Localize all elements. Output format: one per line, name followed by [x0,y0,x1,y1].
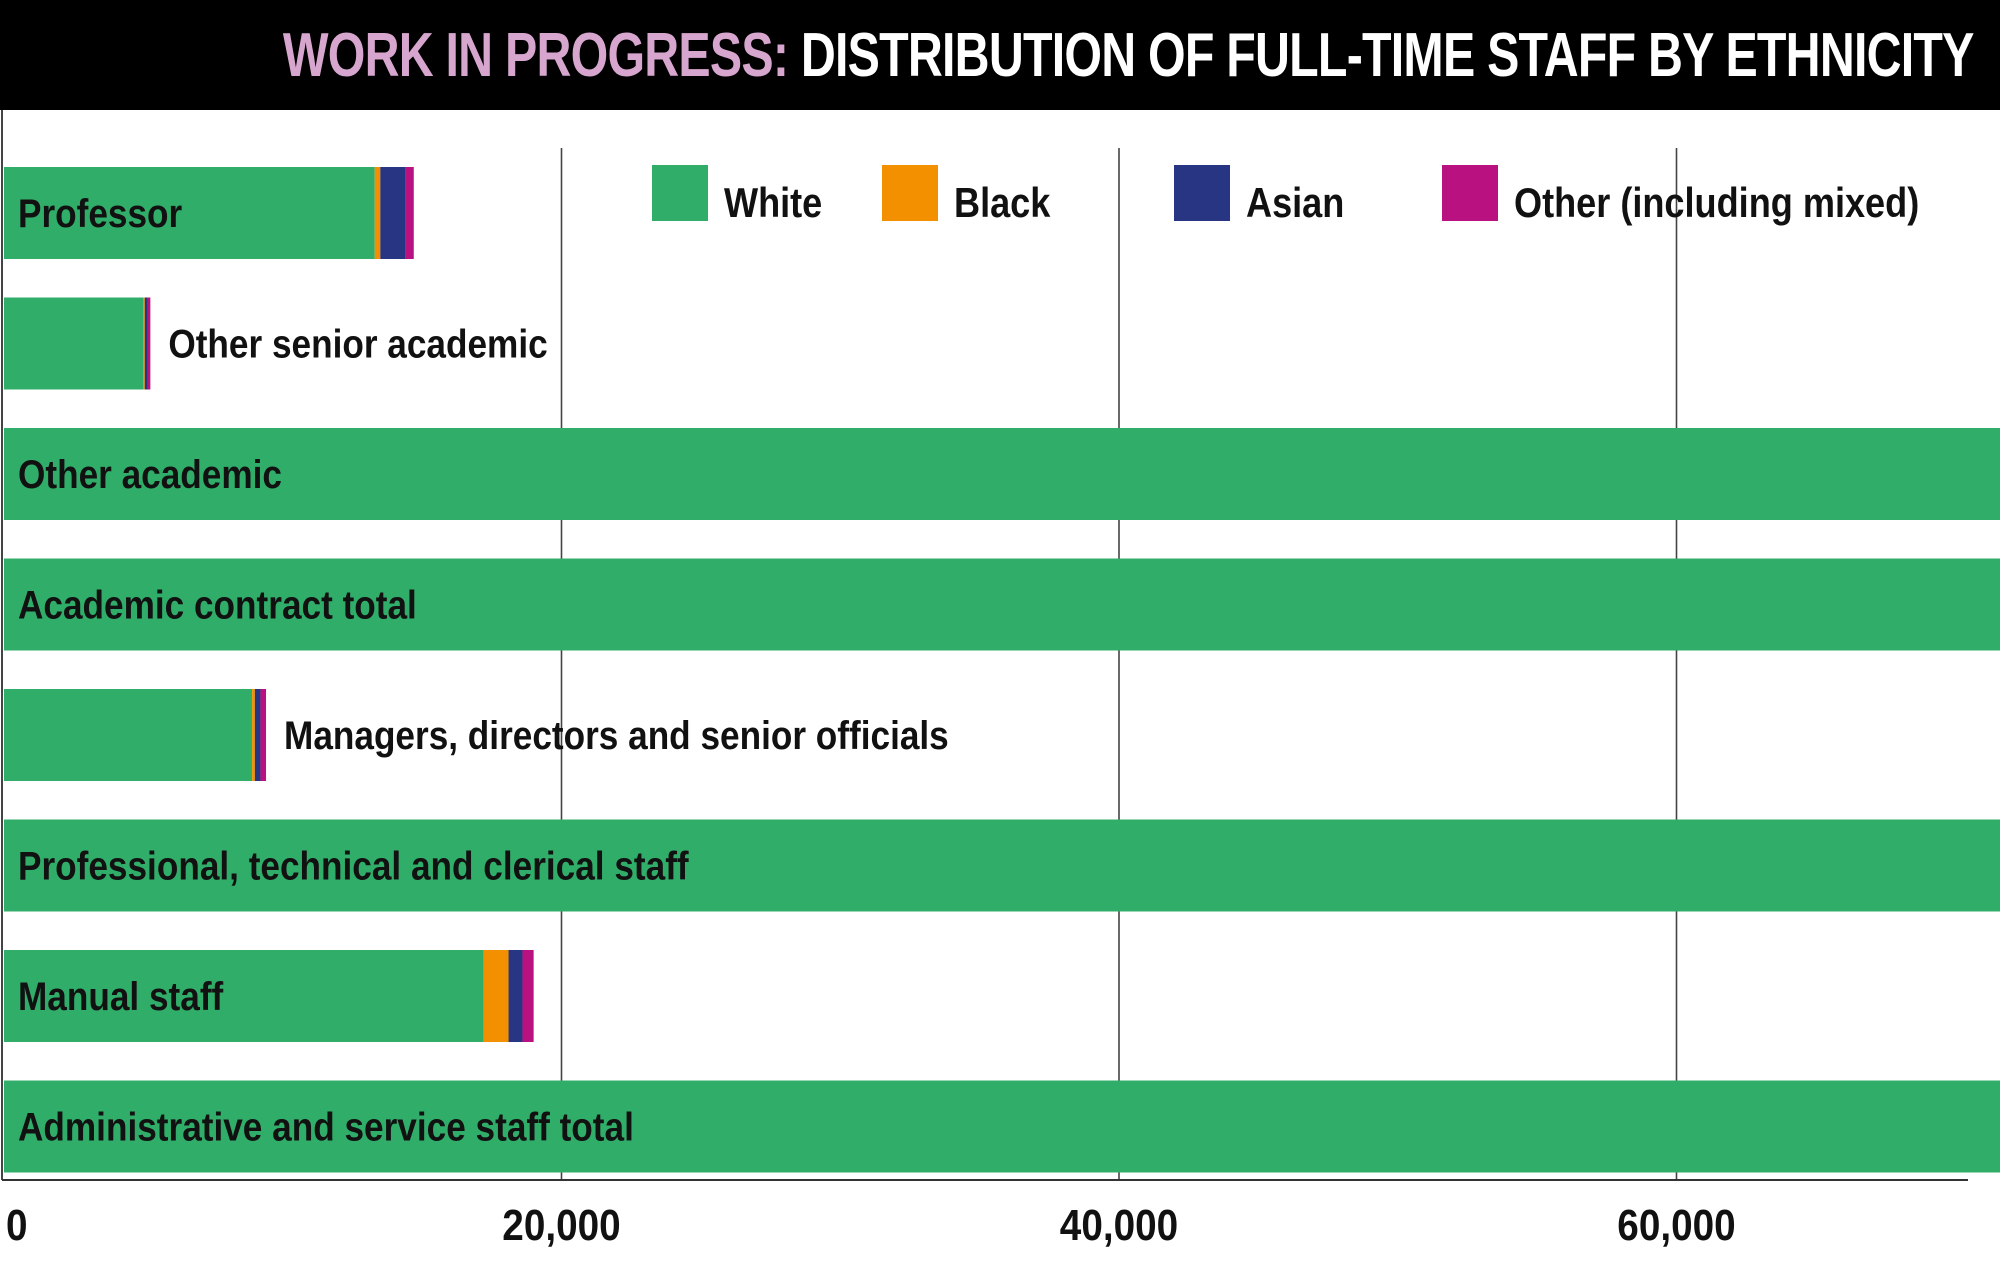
title-banner: WORK IN PROGRESS: DISTRIBUTION OF FULL-T… [0,0,2000,110]
legend-label: Asian [1246,181,1344,227]
x-tick-label: 20,000 [502,1200,620,1250]
x-tick-label: 0 [6,1200,28,1250]
bar-segment-black [483,950,509,1042]
bar-segment-white [4,950,484,1042]
bar-segment-other [260,689,267,781]
x-tick-label: 40,000 [1060,1200,1178,1250]
category-label: Administrative and service staff total [18,1104,634,1149]
x-tick-label: 60,000 [1617,1200,1735,1250]
bar-segment-other [147,297,151,390]
bar-segment-white [4,558,2000,651]
bar-segment-black [252,689,255,781]
category-label: Academic contract total [18,582,417,627]
bar-segment-asian [380,167,406,259]
legend-label: Other (including mixed) [1514,181,1919,227]
legend-swatch [1442,165,1498,221]
category-label: Professor [18,191,183,236]
category-label: Other senior academic [168,321,547,366]
category-label: Manual staff [18,974,224,1019]
bar-segment-black [374,167,381,259]
bar-segment-white [4,428,2000,520]
bar-segment-black [143,297,145,390]
legend-swatch [652,165,708,221]
bar-segment-white [4,1080,2000,1173]
bar-segment-asian [144,297,148,390]
legend-label: Black [954,181,1051,227]
category-label: Other academic [18,452,282,497]
legend-swatch [882,165,938,221]
legend-swatch [1174,165,1230,221]
bar-segment-other [405,167,414,259]
category-label: Professional, technical and clerical sta… [18,843,689,888]
bar-segment-asian [254,689,261,781]
legend-label: White [724,181,822,227]
chart-title-main: DISTRIBUTION OF FULL-TIME STAFF BY ETHNI… [801,21,1975,90]
chart-title-lead: WORK IN PROGRESS: [283,21,789,90]
bar-segment-asian [508,950,523,1042]
chart-title: WORK IN PROGRESS: DISTRIBUTION OF FULL-T… [283,8,1975,104]
bar-segment-white [4,819,2000,912]
bar-segment-white [4,297,144,390]
bar-segment-white [4,689,253,781]
category-label: Managers, directors and senior officials [284,713,949,758]
bar-segment-white [4,167,375,259]
bar-segment-other [522,950,534,1042]
